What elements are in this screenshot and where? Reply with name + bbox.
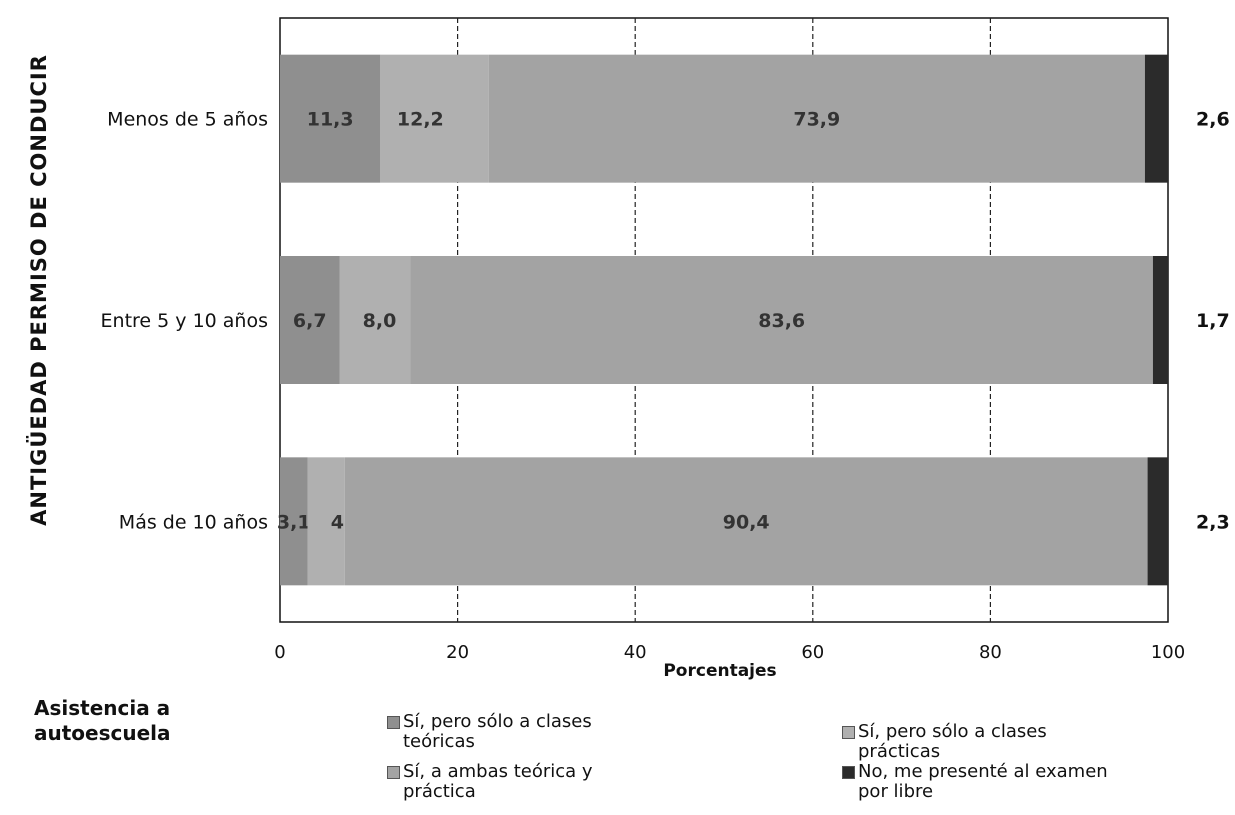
- x-tick-label-20: 20: [446, 642, 469, 663]
- bar-0-3: [1144, 54, 1168, 183]
- x-tick-label-100: 100: [1151, 642, 1185, 663]
- legend-swatch-libre: [842, 766, 855, 779]
- data-label-1-2: 83,6: [758, 310, 805, 332]
- category-label-0: Menos de 5 años: [107, 109, 268, 131]
- x-tick-label-0: 0: [274, 642, 285, 663]
- legend-item-libre: No, me presenté al examen por libre: [838, 762, 1108, 802]
- data-label-2-0: 3,1: [277, 511, 311, 533]
- x-tick-label-60: 60: [801, 642, 824, 663]
- x-axis-title: Porcentajes: [663, 661, 776, 681]
- bar-0-0: [280, 54, 381, 183]
- bar-1-0: [280, 256, 340, 384]
- stacked-bar-chart: 0 20 40 60 80 100 11,3 12,2 73,9 2,6 Menos de 5 añ…: [26, 17, 1230, 681]
- bar-1-3: [1152, 256, 1168, 384]
- bar-0-2: [488, 54, 1145, 183]
- data-label-1-3: 1,7: [1196, 310, 1230, 332]
- category-label-2: Más de 10 años: [119, 511, 268, 533]
- legend-title: Asistencia a autoescuela: [34, 696, 171, 745]
- x-tick-label-40: 40: [624, 642, 647, 663]
- bar-1-1: [339, 256, 411, 384]
- legend-swatch-ambas: [387, 766, 400, 779]
- bar-0-1: [380, 54, 489, 183]
- bar-2-1: [307, 457, 345, 586]
- data-label-1-1: 8,0: [363, 310, 397, 332]
- legend-label-ambas: Sí, a ambas teórica y práctica: [403, 761, 593, 802]
- legend-item-ambas: Sí, a ambas teórica y práctica: [383, 762, 653, 802]
- category-label-1: Entre 5 y 10 años: [101, 310, 268, 332]
- legend-item-practicas: Sí, pero sólo a clases prácticas: [838, 722, 1108, 762]
- legend-label-practicas: Sí, pero sólo a clases prácticas: [858, 721, 1047, 762]
- legend-label-teoricas: Sí, pero sólo a clases teóricas: [403, 711, 592, 752]
- data-label-0-0: 11,3: [307, 109, 354, 131]
- x-tick-label-80: 80: [979, 642, 1002, 663]
- data-label-1-0: 6,7: [293, 310, 327, 332]
- bar-1-2: [410, 256, 1153, 384]
- plot-area: 0 20 40 60 80 100 11,3 12,2 73,9 2,6 Menos de 5 añ…: [101, 17, 1230, 663]
- bar-2-0: [280, 457, 308, 586]
- data-label-2-2: 90,4: [723, 511, 770, 533]
- legend-label-libre: No, me presenté al examen por libre: [858, 761, 1108, 802]
- legend-item-teoricas: Sí, pero sólo a clases teóricas: [383, 712, 653, 752]
- legend-swatch-teoricas: [387, 716, 400, 729]
- bar-2-2: [344, 457, 1148, 586]
- data-label-0-1: 12,2: [397, 109, 444, 131]
- data-label-2-3: 2,3: [1196, 511, 1230, 533]
- data-label-0-2: 73,9: [793, 109, 840, 131]
- data-label-0-3: 2,6: [1196, 109, 1230, 131]
- legend-swatch-practicas: [842, 726, 855, 739]
- y-axis-title: ANTIGÜEDAD PERMISO DE CONDUCIR: [26, 54, 51, 526]
- bar-2-3: [1147, 457, 1168, 586]
